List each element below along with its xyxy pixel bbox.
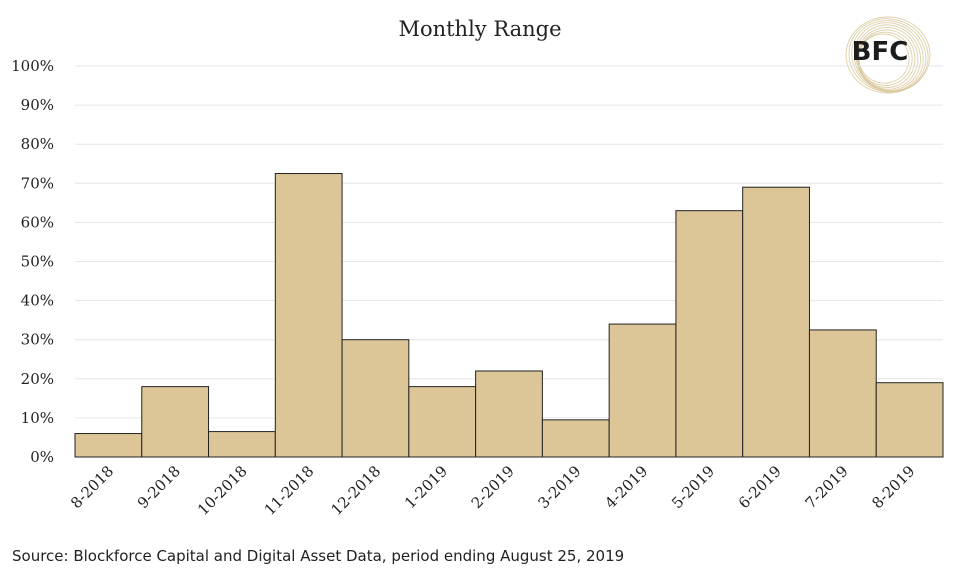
y-tick-label: 30% (21, 331, 54, 349)
source-note: Source: Blockforce Capital and Digital A… (12, 547, 624, 565)
logo-ring (853, 22, 924, 92)
logo-ring (848, 18, 929, 93)
y-tick-label: 40% (21, 292, 54, 310)
bar (608, 323, 677, 458)
x-axis-ticks: 8-2018 9-2018 10-2018 11-2018 12-2018 1-2019 2… (67, 462, 918, 519)
x-tick-label: 11-2018 (261, 462, 318, 519)
logo-text: BFC (852, 37, 909, 67)
x-tick-label: 9-2018 (134, 462, 184, 512)
x-tick-label: 8-2018 (67, 462, 117, 512)
bar (141, 386, 210, 458)
logo-emblem-icon (845, 16, 931, 94)
y-axis-ticks: 0% 10% 20% 30% 40% 50% 60% 70% 80% 90% 100% (11, 57, 54, 466)
bar (675, 210, 744, 458)
bar (274, 173, 343, 458)
bfc-logo: BFC (845, 16, 931, 94)
bar (875, 382, 944, 458)
x-tick-label: 3-2019 (535, 462, 585, 512)
y-tick-label: 0% (30, 448, 54, 466)
y-tick-label: 100% (11, 57, 54, 75)
x-tick-label: 7-2019 (802, 462, 852, 512)
bar (742, 186, 810, 458)
x-tick-label: 8-2019 (868, 462, 918, 512)
bar (541, 419, 610, 458)
y-tick-label: 20% (21, 370, 54, 388)
x-tick-label: 4-2019 (601, 462, 651, 512)
y-tick-label: 90% (21, 96, 54, 114)
x-tick-label: 10-2018 (194, 462, 251, 519)
x-tick-label: 2-2019 (468, 462, 518, 512)
x-tick-label: 6-2019 (735, 462, 785, 512)
x-tick-label: 12-2018 (327, 462, 384, 519)
logo-ring (851, 20, 927, 92)
bars (74, 173, 944, 458)
logo-ring (845, 16, 931, 94)
y-tick-label: 80% (21, 135, 54, 153)
bar (808, 329, 877, 458)
logo-ring (858, 33, 910, 84)
y-tick-label: 70% (21, 174, 54, 192)
y-tick-label: 50% (21, 253, 54, 271)
bar (208, 431, 276, 458)
y-tick-label: 10% (21, 409, 54, 427)
bar (74, 433, 143, 458)
x-tick-label: 1-2019 (401, 462, 451, 512)
y-tick-label: 60% (21, 213, 54, 231)
bar (408, 386, 477, 458)
bar (475, 370, 543, 458)
chart-title: Monthly Range (398, 17, 561, 41)
bar (341, 339, 410, 458)
x-tick-label: 5-2019 (668, 462, 718, 512)
logo-ring (855, 24, 921, 91)
